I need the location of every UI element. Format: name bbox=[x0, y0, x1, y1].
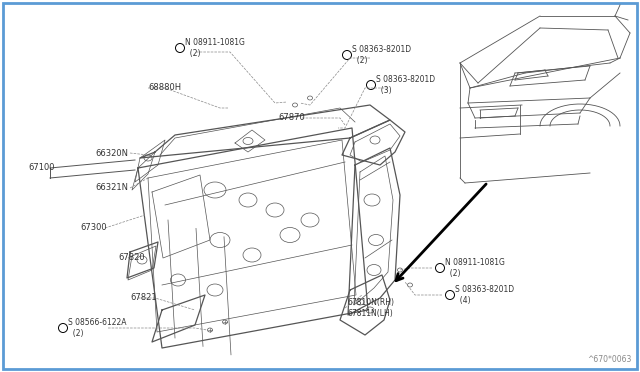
Text: 67821: 67821 bbox=[130, 294, 157, 302]
Text: 67300: 67300 bbox=[80, 224, 107, 232]
Text: S 08363-8201D
  (3): S 08363-8201D (3) bbox=[376, 75, 435, 95]
Text: 66320N: 66320N bbox=[95, 148, 128, 157]
Text: 68880H: 68880H bbox=[148, 83, 181, 93]
Text: 67820: 67820 bbox=[118, 253, 145, 263]
Text: 67810N(RH)
67811N(LH): 67810N(RH) 67811N(LH) bbox=[348, 298, 395, 318]
Text: S 08363-8201D
  (2): S 08363-8201D (2) bbox=[352, 45, 411, 65]
Text: S 08363-8201D
  (4): S 08363-8201D (4) bbox=[455, 285, 514, 305]
Text: ^670*0063: ^670*0063 bbox=[588, 355, 632, 364]
Text: 67870: 67870 bbox=[278, 113, 305, 122]
Text: N 08911-1081G
  (2): N 08911-1081G (2) bbox=[445, 258, 505, 278]
Text: N 08911-1081G
  (2): N 08911-1081G (2) bbox=[185, 38, 245, 58]
Text: S 08566-6122A
  (2): S 08566-6122A (2) bbox=[68, 318, 127, 338]
Text: 66321N: 66321N bbox=[95, 183, 128, 192]
Text: 67100: 67100 bbox=[28, 164, 54, 173]
